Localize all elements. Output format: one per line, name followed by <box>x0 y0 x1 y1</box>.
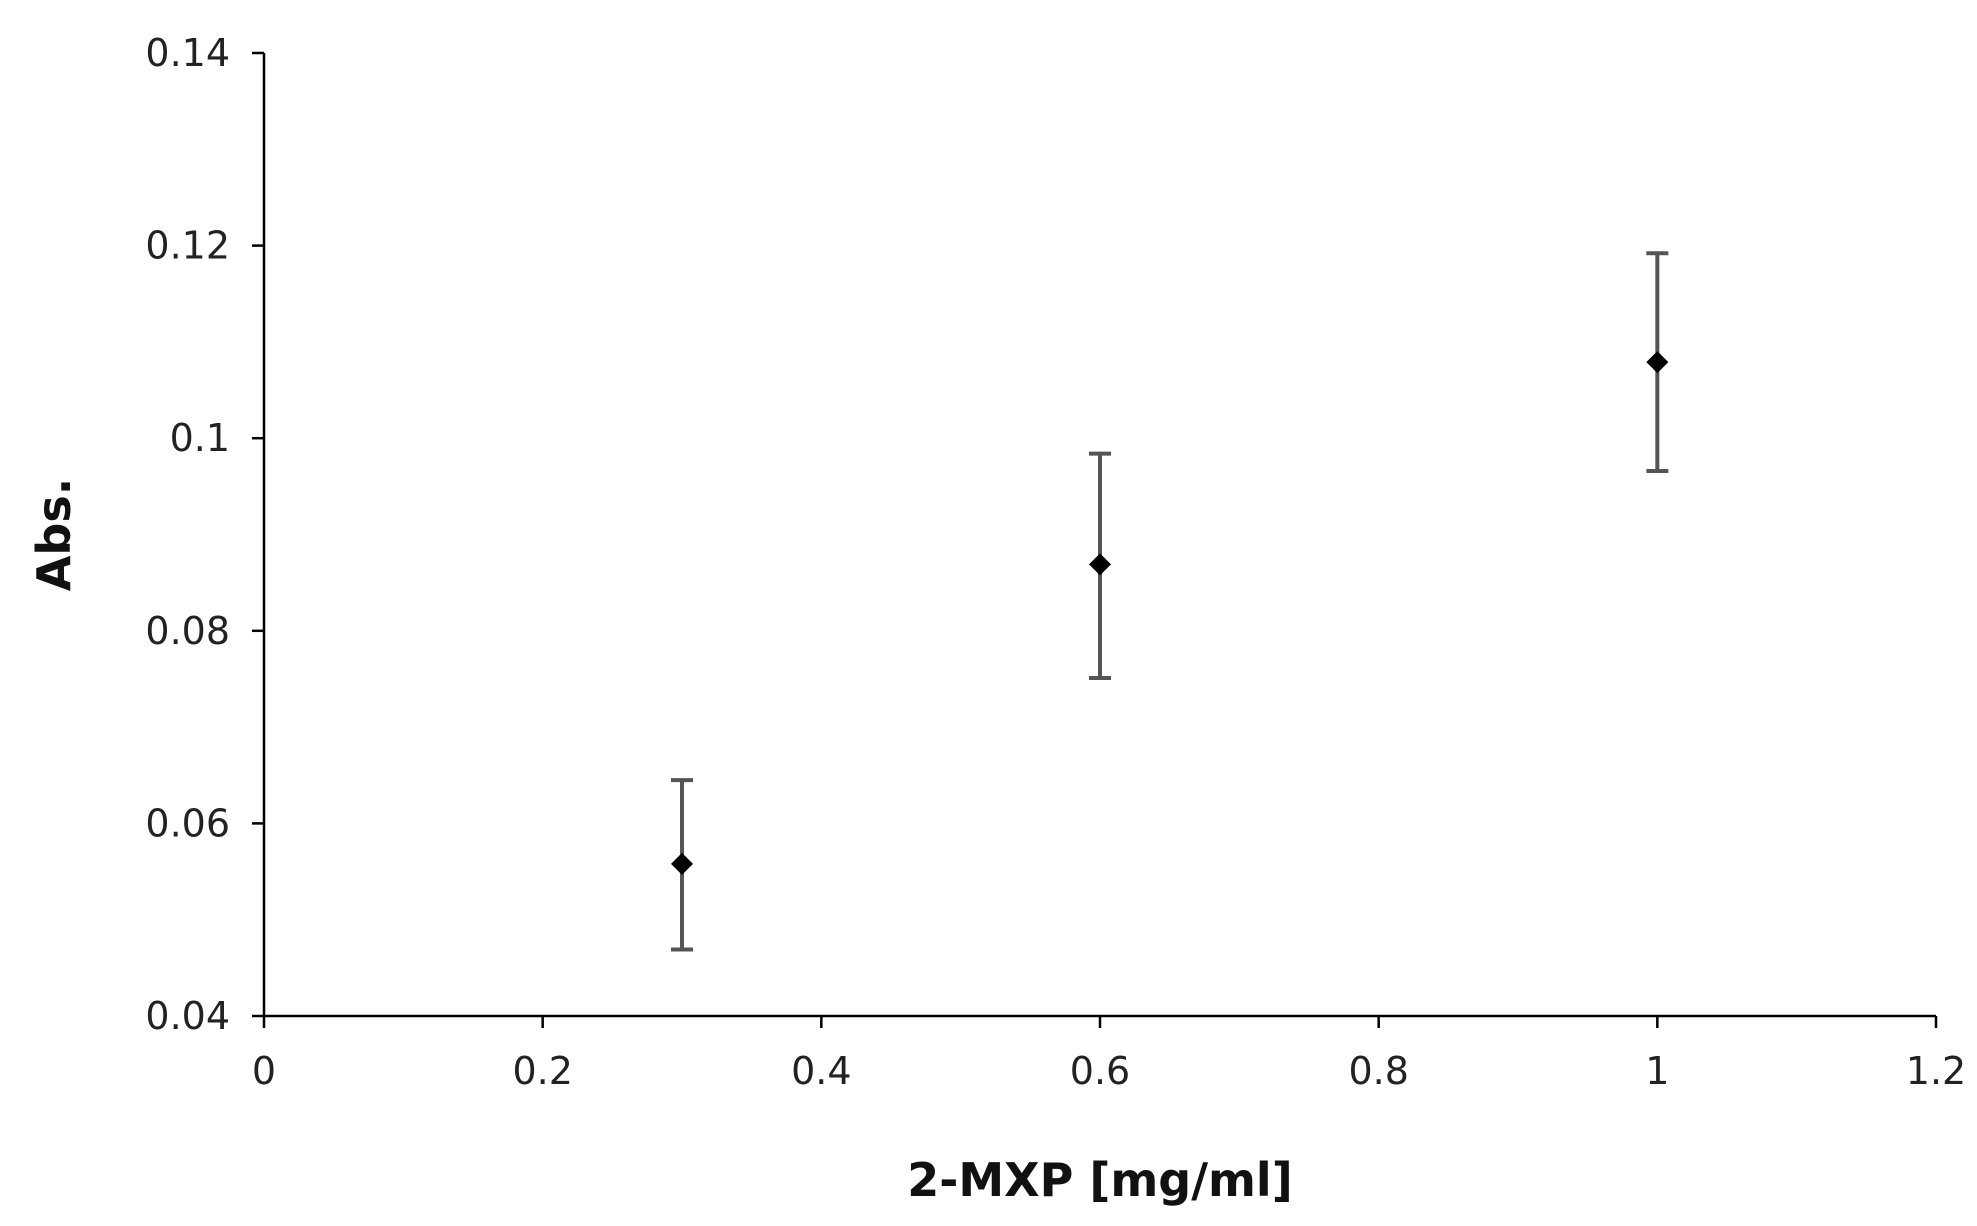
x-tick-label: 0.2 <box>512 1049 572 1093</box>
y-tick-label: 0.12 <box>145 224 230 268</box>
x-tick-label: 0.8 <box>1348 1049 1408 1093</box>
data-point-marker <box>671 852 693 875</box>
data-point-marker <box>1646 351 1669 374</box>
x-tick-label: 1.2 <box>1906 1049 1966 1093</box>
x-tick-label: 0.4 <box>791 1049 851 1093</box>
y-tick-label: 0.08 <box>145 609 230 653</box>
y-axis: 0.04 0.06 0.08 0.1 0.12 0.14 <box>145 31 266 1038</box>
y-tick-label: 0.1 <box>170 416 230 460</box>
x-tick-label: 1 <box>1645 1049 1669 1093</box>
x-axis-title: 2-MXP [mg/ml] <box>907 1153 1292 1207</box>
x-axis: 0 0.2 0.4 0.6 0.8 1 1.2 <box>252 1014 1966 1093</box>
data-point-marker <box>1089 553 1111 576</box>
x-tick-label: 0.6 <box>1070 1049 1130 1093</box>
x-tick-label: 0 <box>252 1049 276 1093</box>
y-tick-label: 0.04 <box>145 994 230 1038</box>
y-tick-label: 0.14 <box>145 31 230 75</box>
y-tick-label: 0.06 <box>145 801 230 845</box>
data-markers <box>671 351 1669 875</box>
y-axis-title: Abs. <box>27 478 81 591</box>
error-bars <box>671 251 1669 952</box>
